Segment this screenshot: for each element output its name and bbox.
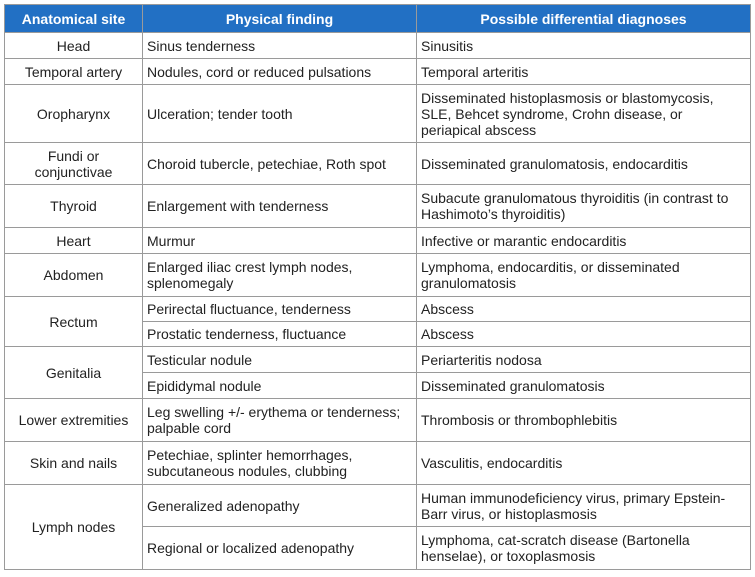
header-physical-finding: Physical finding — [142, 4, 417, 33]
diagnosis-cell: Temporal arteritis — [416, 58, 751, 85]
finding-cell: Epididymal nodule — [142, 372, 417, 399]
finding-cell: Sinus tenderness — [142, 32, 417, 59]
finding-cell: Choroid tubercle, petechiae, Roth spot — [142, 142, 417, 185]
site-cell: Lymph nodes — [4, 484, 143, 570]
site-cell: Heart — [4, 227, 143, 254]
finding-cell: Petechiae, splinter hemorrhages, subcuta… — [142, 441, 417, 485]
finding-cell: Ulceration; tender tooth — [142, 84, 417, 143]
site-cell: Head — [4, 32, 143, 59]
site-cell: Abdomen — [4, 253, 143, 297]
table-row: Heart Murmur Infective or marantic endoc… — [4, 227, 751, 254]
header-row: Anatomical site Physical finding Possibl… — [4, 4, 751, 33]
table-row: Fundi or conjunctivae Choroid tubercle, … — [4, 142, 751, 185]
diagnosis-cell: Thrombosis or thrombophlebitis — [416, 398, 751, 442]
diagnosis-cell: Lymphoma, endocarditis, or disseminated … — [416, 253, 751, 297]
site-cell: Skin and nails — [4, 441, 143, 485]
finding-cell: Leg swelling +/- erythema or tenderness;… — [142, 398, 417, 442]
diagnosis-cell: Infective or marantic endocarditis — [416, 227, 751, 254]
diagnosis-cell: Subacute granulomatous thyroiditis (in c… — [416, 184, 751, 228]
table-row: Rectum Perirectal fluctuance, tenderness… — [4, 296, 751, 347]
table-row: Prostatic tenderness, fluctuance Abscess — [5, 321, 751, 347]
diagnosis-cell: Abscess — [416, 321, 751, 347]
table-row: Genitalia Testicular nodule Periarteriti… — [4, 346, 751, 399]
diagnosis-cell: Vasculitis, endocarditis — [416, 441, 751, 485]
diagnosis-cell: Periarteritis nodosa — [416, 346, 751, 373]
differential-diagnosis-table: Anatomical site Physical finding Possibl… — [4, 4, 751, 570]
finding-cell: Nodules, cord or reduced pulsations — [142, 58, 417, 85]
site-cell: Oropharynx — [4, 84, 143, 143]
finding-cell: Testicular nodule — [142, 346, 417, 373]
site-cell: Temporal artery — [4, 58, 143, 85]
table-row: Thyroid Enlargement with tenderness Suba… — [4, 184, 751, 228]
table-row: Oropharynx Ulceration; tender tooth Diss… — [4, 84, 751, 143]
diagnosis-cell: Lymphoma, cat-scratch disease (Bartonell… — [416, 526, 751, 570]
finding-cell: Regional or localized adenopathy — [142, 526, 417, 570]
table-row: Head Sinus tenderness Sinusitis — [4, 32, 751, 59]
finding-cell: Murmur — [142, 227, 417, 254]
header-anatomical-site: Anatomical site — [4, 4, 143, 33]
table-row: Skin and nails Petechiae, splinter hemor… — [4, 441, 751, 485]
finding-cell: Generalized adenopathy — [142, 484, 417, 527]
table-row: Abdomen Enlarged iliac crest lymph nodes… — [4, 253, 751, 297]
site-cell: Genitalia — [4, 346, 143, 399]
finding-cell: Prostatic tenderness, fluctuance — [142, 321, 417, 347]
site-cell: Fundi or conjunctivae — [4, 142, 143, 185]
table-row: Epididymal nodule Disseminated granuloma… — [5, 372, 751, 399]
header-differential-diagnoses: Possible differential diagnoses — [416, 4, 751, 33]
finding-cell: Enlarged iliac crest lymph nodes, spleno… — [142, 253, 417, 297]
finding-cell: Enlargement with tenderness — [142, 184, 417, 228]
site-cell: Rectum — [4, 296, 143, 347]
table-row: Lymph nodes Generalized adenopathy Human… — [4, 484, 751, 570]
diagnosis-cell: Disseminated granulomatosis — [416, 372, 751, 399]
diagnosis-cell: Disseminated histoplasmosis or blastomyc… — [416, 84, 751, 143]
finding-cell: Perirectal fluctuance, tenderness — [142, 296, 417, 322]
table-row: Temporal artery Nodules, cord or reduced… — [4, 58, 751, 85]
diagnosis-cell: Disseminated granulomatosis, endocarditi… — [416, 142, 751, 185]
diagnosis-cell: Abscess — [416, 296, 751, 322]
diagnosis-cell: Human immunodeficiency virus, primary Ep… — [416, 484, 751, 527]
site-cell: Thyroid — [4, 184, 143, 228]
diagnosis-cell: Sinusitis — [416, 32, 751, 59]
table-row: Regional or localized adenopathy Lymphom… — [5, 526, 751, 570]
site-cell: Lower extremities — [4, 398, 143, 442]
table-row: Lower extremities Leg swelling +/- eryth… — [4, 398, 751, 442]
